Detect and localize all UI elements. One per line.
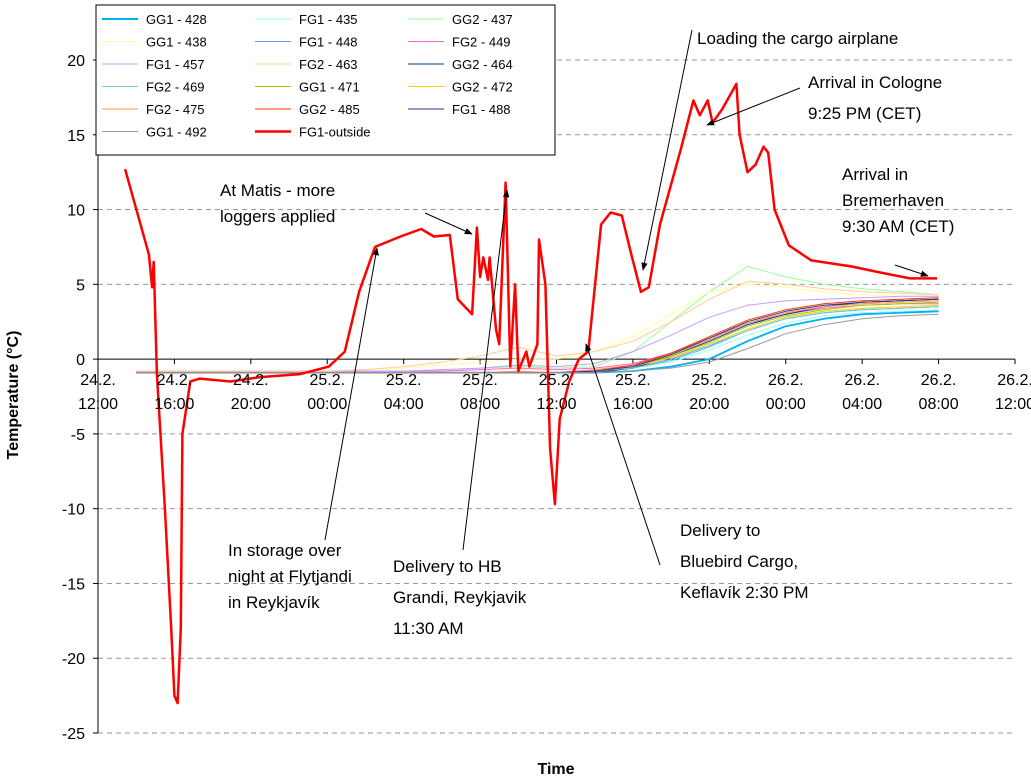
annotation-arrow — [324, 247, 379, 541]
x-tick-label: 24.2. 12:00 — [78, 372, 118, 413]
annotation: In storage over night at Flytjandi in Reyk… — [228, 541, 352, 612]
annotation-arrow — [462, 189, 510, 551]
legend-label: GG2 - 485 — [299, 102, 360, 117]
annotation: At Matis - more loggers applied — [220, 181, 335, 226]
annotation-arrow — [424, 212, 473, 235]
annotation-arrow — [894, 264, 929, 277]
y-axis-title: Temperature (°C) — [5, 331, 22, 460]
series-line — [123, 82, 937, 705]
legend-label: FG1 - 435 — [299, 12, 358, 27]
annotation-arrow — [641, 29, 693, 271]
x-tick-label: 26.2. 12:00 — [995, 372, 1031, 413]
legend: GG1 - 428 FG1 - 435 GG2 - 437 GG1 - 438 FG1 … — [95, 4, 556, 156]
annotation-arrow — [585, 343, 661, 566]
legend-label: GG2 - 464 — [452, 57, 513, 72]
legend-label: GG1 - 492 — [146, 125, 207, 140]
x-tick-label: 26.2. 04:00 — [842, 372, 882, 413]
annotation: Loading the cargo airplane — [697, 29, 898, 48]
y-tick-label: -10 — [62, 502, 85, 519]
y-tick-label: 20 — [67, 53, 85, 70]
x-tick-label: 25.2. 08:00 — [460, 372, 500, 413]
annotations: At Matis - more loggers applied In storag… — [220, 29, 954, 638]
x-tick-label: 24.2. 16:00 — [154, 372, 194, 413]
series-line — [136, 280, 939, 372]
legend-label: GG1 - 438 — [146, 35, 207, 50]
y-tick-label: -25 — [62, 726, 85, 743]
x-tick-label: 26.2. 00:00 — [766, 372, 806, 413]
annotation: Delivery to Bluebird Cargo, Keflavík 2:30 … — [680, 521, 809, 602]
annotation-arrow — [706, 87, 801, 126]
x-tick-label: 25.2. 20:00 — [689, 372, 729, 413]
x-tick-label: 25.2. 12:00 — [536, 372, 576, 413]
x-tick-label: 25.2. 16:00 — [613, 372, 653, 413]
legend-label: FG1 - 457 — [146, 57, 205, 72]
y-tick-label: 5 — [76, 277, 85, 294]
x-tick-label: 25.2. 04:00 — [384, 372, 424, 413]
legend-label: GG1 - 471 — [299, 80, 360, 95]
annotation: Arrival in Bremerhaven 9:30 AM (CET) — [842, 165, 954, 236]
y-tick-label: 0 — [76, 352, 85, 369]
legend-label: FG2 - 469 — [146, 80, 205, 95]
legend-label: FG1 - 488 — [452, 102, 511, 117]
y-tick-label: -15 — [62, 576, 85, 593]
x-tick-label: 24.2. 20:00 — [231, 372, 271, 413]
legend-label: FG2 - 463 — [299, 57, 358, 72]
legend-label: GG1 - 428 — [146, 12, 207, 27]
x-tick-label: 25.2. 00:00 — [307, 372, 347, 413]
legend-label: GG2 - 472 — [452, 80, 513, 95]
legend-label: FG2 - 475 — [146, 102, 205, 117]
y-tick-label: -20 — [62, 651, 85, 668]
y-tick-label: 15 — [67, 128, 85, 145]
series-line — [136, 313, 939, 374]
legend-label: FG1-outside — [299, 125, 371, 140]
x-tick-label: 26.2. 08:00 — [919, 372, 959, 413]
legend-box — [95, 4, 556, 156]
legend-label: GG2 - 437 — [452, 12, 513, 27]
legend-label: FG1 - 448 — [299, 35, 358, 50]
plot-area — [123, 82, 939, 705]
annotation: Arrival in Cologne 9:25 PM (CET) — [808, 73, 942, 123]
legend-label: FG2 - 449 — [452, 35, 511, 50]
y-tick-label: -5 — [71, 427, 85, 444]
y-tick-label: 10 — [67, 203, 85, 220]
x-axis-title: Time — [537, 761, 574, 778]
annotation: Delivery to HB Grandi, Reykjavik 11:30 AM — [393, 557, 527, 638]
